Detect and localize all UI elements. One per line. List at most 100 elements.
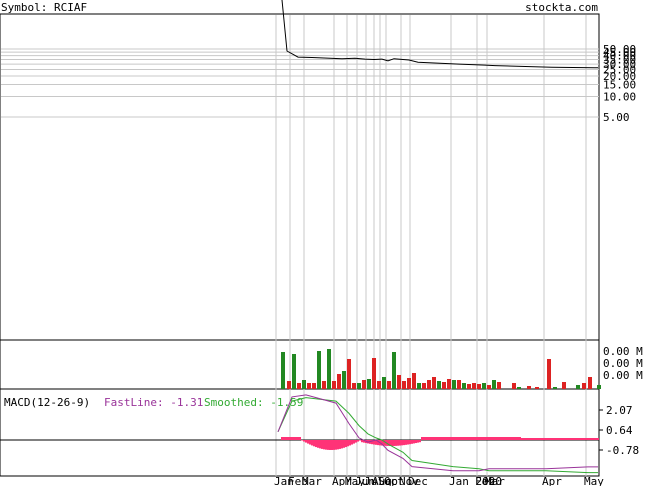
volume-bar (467, 384, 471, 389)
macd-hist-bar (419, 440, 421, 443)
macd-hist-bar (325, 440, 327, 450)
price-line (281, 0, 598, 69)
macd-hist-bar (445, 437, 447, 440)
volume-bar (317, 351, 321, 389)
macd-fast-line (277, 394, 598, 472)
x-tick-label: Feb (475, 475, 495, 486)
macd-hist-bar (375, 440, 377, 445)
volume-bar (487, 385, 491, 389)
volume-bar (447, 379, 451, 389)
volume-bars (281, 349, 601, 389)
volume-bar (588, 377, 592, 389)
volume-bar (297, 383, 301, 389)
volume-bar (497, 382, 501, 389)
volume-bar (535, 387, 539, 389)
macd-hist-bar (405, 440, 407, 445)
price-tick-label: 15.00 (603, 79, 636, 92)
macd-hist-bar (533, 438, 535, 440)
macd-hist-bar (579, 438, 581, 440)
macd-hist-bar (485, 437, 487, 440)
price-axis-labels: 50.0045.0040.0035.0030.0025.0020.0015.00… (603, 43, 636, 124)
price-tick-label: 5.00 (603, 111, 630, 124)
x-tick-label: May (345, 475, 365, 486)
macd-hist-bar (505, 437, 507, 440)
price-tick-label: 20.00 (603, 70, 636, 83)
macd-hist-bar (305, 440, 307, 443)
macd-smooth-label: Smoothed: -1.59 (204, 396, 303, 409)
x-tick-label: Nov (399, 475, 419, 486)
volume-bar (553, 387, 557, 389)
price-tick-label: 40.00 (603, 50, 636, 63)
macd-hist-bar (373, 440, 375, 445)
volume-bar (527, 386, 531, 389)
macd-hist-bar (343, 440, 345, 448)
macd-hist-bar (591, 438, 593, 440)
volume-panel (0, 339, 600, 390)
macd-hist-bar (441, 437, 443, 440)
macd-hist-bar (475, 437, 477, 440)
macd-hist-bar (339, 440, 341, 449)
macd-hist-bar (423, 437, 425, 440)
macd-hist-bar (315, 440, 317, 448)
macd-hist-bar (483, 437, 485, 440)
macd-hist-bar (435, 437, 437, 440)
volume-bar (412, 373, 416, 389)
macd-hist-bar (397, 440, 399, 446)
macd-hist-bar (407, 440, 409, 445)
macd-hist-bar (465, 437, 467, 440)
macd-hist-bar (391, 440, 393, 446)
macd-tick-label: 0.64 (606, 424, 633, 437)
price-tick-label: 10.00 (603, 91, 636, 104)
volume-bar (562, 382, 566, 389)
price-grid (1, 48, 599, 118)
macd-hist-bar (303, 440, 305, 442)
macd-hist-bar (409, 440, 411, 445)
macd-hist-bar (283, 437, 285, 440)
macd-hist-bar (415, 440, 417, 444)
macd-hist-bar (571, 438, 573, 440)
macd-hist-bar (489, 437, 491, 440)
x-tick-label: Jul (364, 475, 384, 486)
macd-hist-bar (585, 438, 587, 440)
macd-hist-bar (429, 437, 431, 440)
macd-hist-bar (381, 440, 383, 446)
macd-hist-bar (371, 440, 373, 445)
macd-hist-bar (411, 440, 413, 444)
macd-hist-bar (357, 440, 359, 442)
macd-hist-bar (551, 438, 553, 440)
price-tick-label: 35.00 (603, 54, 636, 67)
volume-bar (422, 383, 426, 389)
macd-hist-bar (581, 438, 583, 440)
macd-hist-bar (561, 438, 563, 440)
volume-bar (407, 378, 411, 389)
macd-hist-bar (349, 440, 351, 446)
volume-bar (387, 381, 391, 389)
price-tick-label: 30.00 (603, 58, 636, 71)
macd-hist-bar (433, 437, 435, 440)
macd-hist-bar (541, 438, 543, 440)
macd-hist-bar (563, 438, 565, 440)
macd-hist-bar (439, 437, 441, 440)
macd-hist-bar (499, 437, 501, 440)
macd-hist-bar (413, 440, 415, 444)
volume-bar (367, 379, 371, 389)
macd-hist-bar (519, 437, 521, 440)
volume-bar (362, 380, 366, 389)
macd-hist-bar (363, 440, 365, 443)
macd-hist-bar (493, 437, 495, 440)
volume-bar (547, 359, 551, 389)
macd-hist-bar (323, 440, 325, 450)
volume-bar (462, 383, 466, 389)
macd-hist-bar (353, 440, 355, 444)
macd-hist-bar (361, 440, 363, 443)
macd-hist-bar (401, 440, 403, 446)
x-tick-label: Mar (485, 475, 505, 486)
macd-hist-bar (341, 440, 343, 449)
macd-hist-bar (463, 437, 465, 440)
volume-bar (397, 375, 401, 389)
macd-panel (0, 388, 600, 477)
volume-bar (307, 383, 311, 389)
macd-hist-bar (299, 437, 301, 440)
volume-bar (442, 382, 446, 389)
macd-hist-bar (281, 437, 283, 440)
